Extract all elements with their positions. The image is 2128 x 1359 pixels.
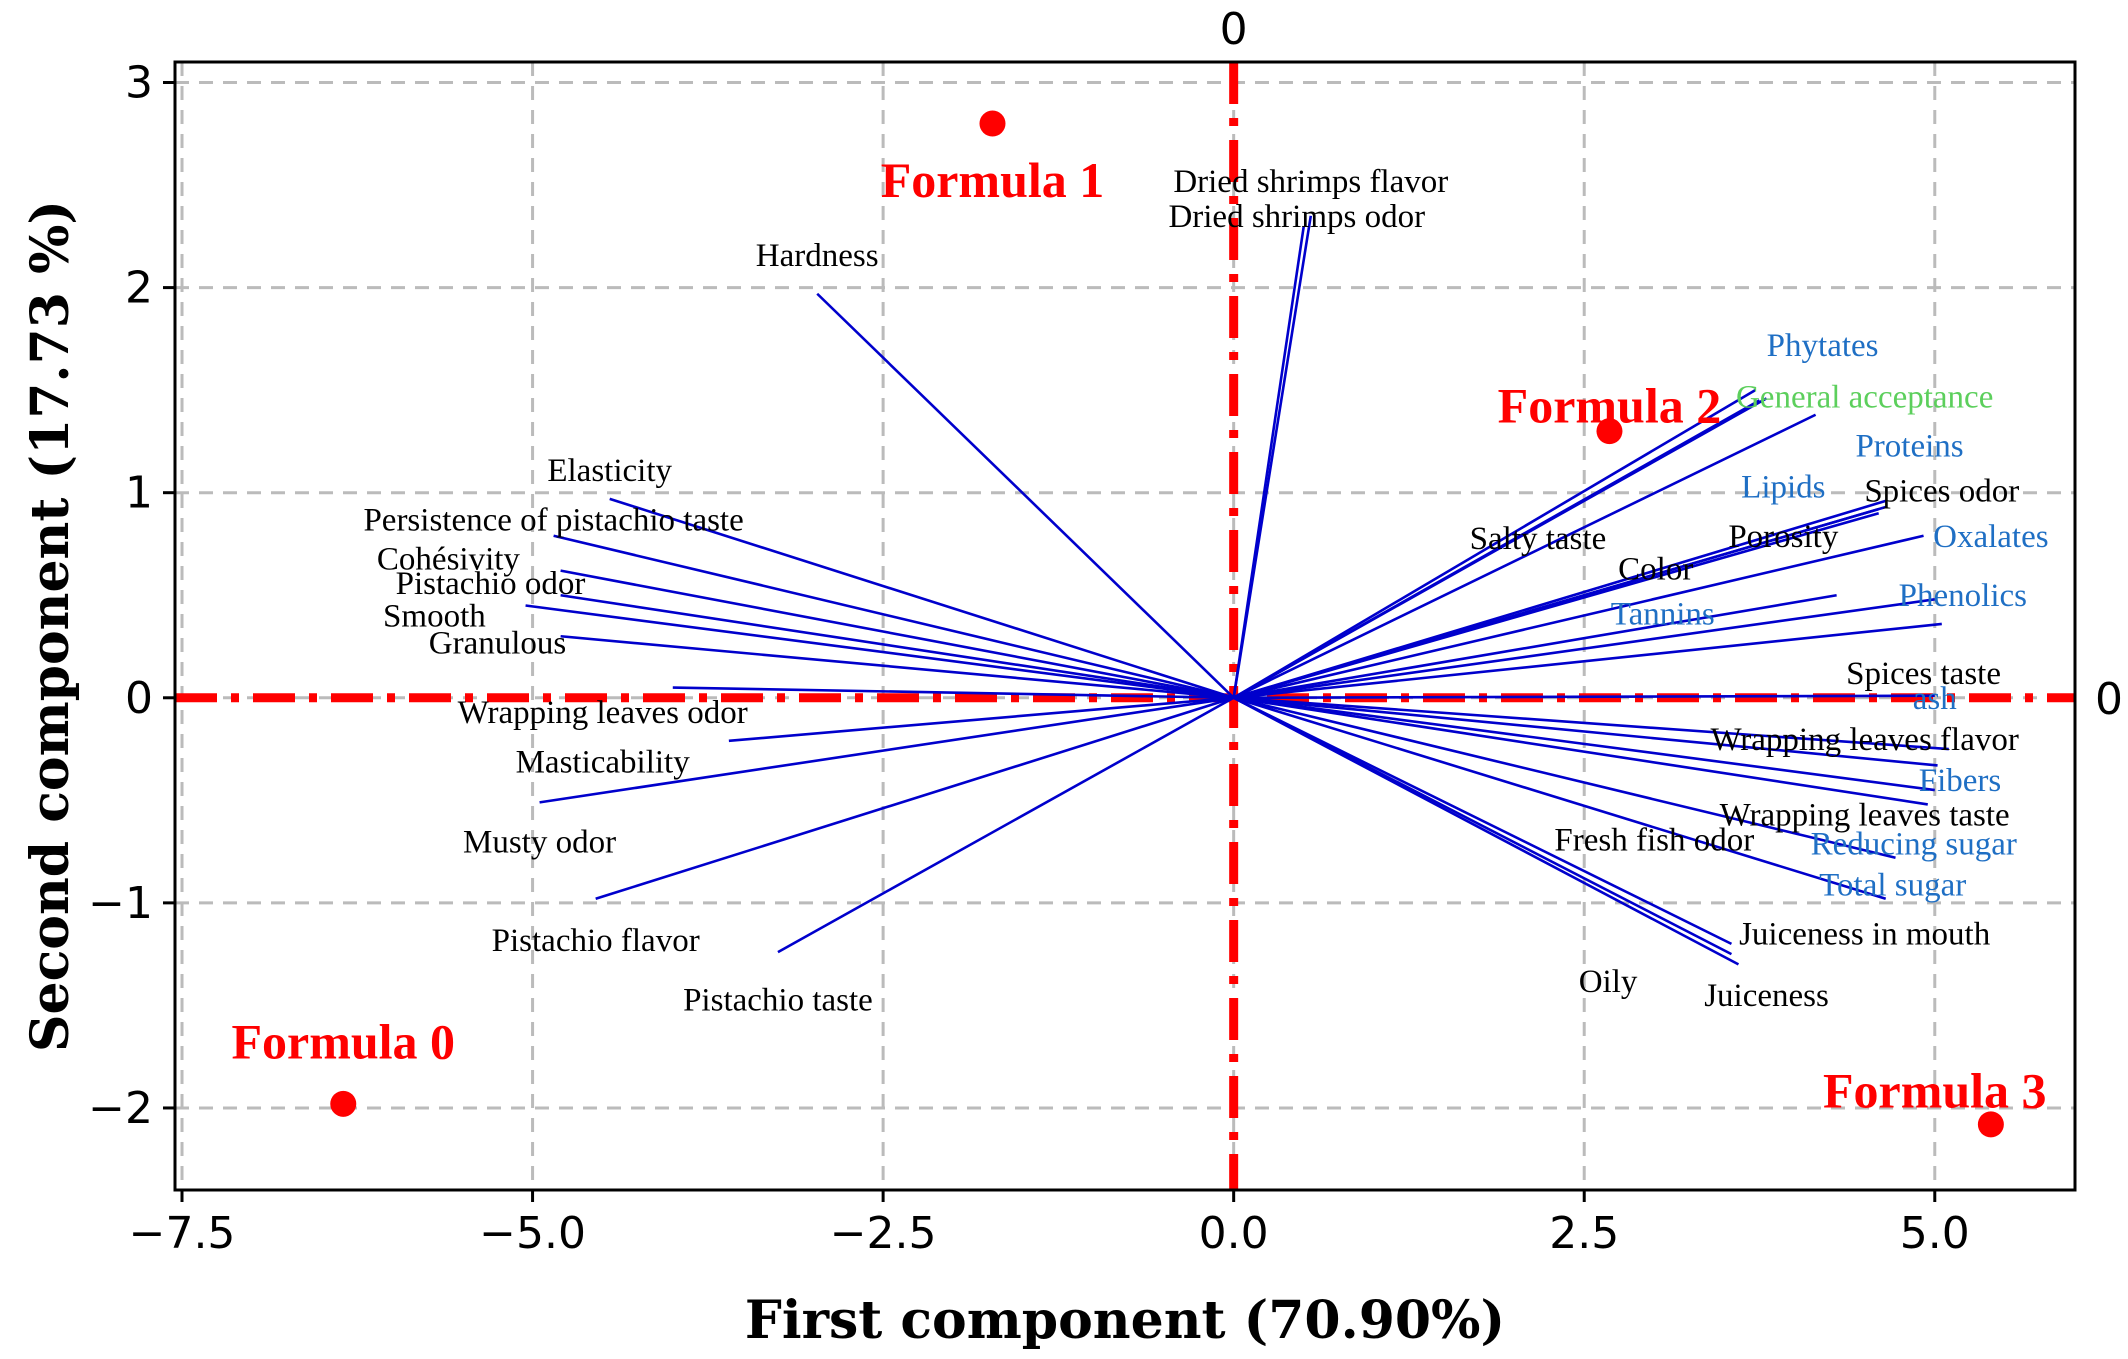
- x-tick-label: 2.5: [1549, 1208, 1619, 1259]
- vector-smooth: [525, 604, 1234, 700]
- variable-label-wrapping-leaves-odor: Wrapping leaves odor: [458, 695, 748, 731]
- vector-elasticity: [609, 497, 1235, 700]
- variable-label-smooth: Smooth: [383, 599, 486, 635]
- variable-label-ash: ash: [1913, 681, 1957, 717]
- variable-label-wrapping-leaves-taste: Wrapping leaves taste: [1720, 798, 2010, 834]
- variable-label-porosity: Porosity: [1728, 519, 1839, 555]
- y-tick-label: 0: [125, 673, 153, 724]
- variable-label-juiceness: Juiceness: [1704, 978, 1829, 1014]
- variable-label-coh-sivity: Cohésivity: [377, 541, 521, 577]
- observation-label-formula-2: Formula 2: [1498, 378, 1722, 434]
- plot-frame: [173, 60, 2077, 1192]
- variable-label-persistence-of-pistachio-taste: Persistence of pistachio taste: [363, 502, 743, 538]
- variable-label-dried-shrimps-flavor: Dried shrimps flavor: [1173, 164, 1448, 200]
- vector-wrapping-leaves-odor: [672, 686, 1234, 700]
- vector-pistachio-flavor: [595, 696, 1235, 901]
- vector-porosity: [1233, 511, 1880, 700]
- y-tick-label: −2: [88, 1083, 153, 1134]
- variable-label-tannins: Tannins: [1611, 597, 1715, 633]
- vector-phytates: [1233, 389, 1756, 699]
- x-axis-title: First component (70.90%): [745, 1290, 1505, 1351]
- vector-juiceness: [1233, 696, 1740, 966]
- axis-ticks: −7.5 −5.0 −2.5 0.0 2.5 5.0 −2 −1 0 1 2 3: [88, 58, 1970, 1259]
- y-axis-title: Second component (17.73 %): [20, 200, 81, 1052]
- vertical-zero-label: 0: [1220, 4, 1248, 55]
- observations: Formula 0 Formula 1 Formula 2 Formula 3: [231, 110, 2047, 1138]
- variable-label-wrapping-leaves-flavor: Wrapping leaves flavor: [1710, 722, 2018, 758]
- variable-label-lipids: Lipids: [1741, 470, 1825, 506]
- vector-wrapping-leaves-flavor: [1233, 696, 1949, 751]
- variable-label-general-acceptance: General acceptance: [1736, 379, 1993, 415]
- x-tick-label: 0.0: [1199, 1208, 1269, 1259]
- vector-tannins: [1233, 593, 1837, 700]
- observation-point-formula-3: [1977, 1111, 2004, 1138]
- observation-label-formula-3: Formula 3: [1823, 1063, 2047, 1119]
- vector-fibers: [1233, 696, 1938, 767]
- vector-reducing-sugar: [1233, 696, 1928, 806]
- variable-label-hardness: Hardness: [756, 238, 879, 274]
- vector-phenolics: [1233, 598, 1935, 700]
- observation-point-formula-2: [1596, 418, 1623, 445]
- variable-label-oxalates: Oxalates: [1933, 519, 2048, 555]
- vector-persistence-of-pistachio-taste: [553, 534, 1234, 700]
- observation-label-formula-0: Formula 0: [231, 1013, 455, 1069]
- variable-label-phenolics: Phenolics: [1899, 578, 2027, 614]
- x-tick-label: −2.5: [830, 1208, 937, 1259]
- vector-spices-taste: [1233, 622, 1942, 700]
- vector-masticability: [728, 696, 1234, 743]
- vector-pistachio-odor: [560, 593, 1234, 700]
- reference-lines: 00: [175, 4, 2123, 1190]
- vector-fresh-fish-odor: [1233, 696, 1733, 946]
- variable-label-color: Color: [1618, 552, 1693, 588]
- vector-musty-odor: [539, 696, 1234, 804]
- vector-hardness: [816, 292, 1235, 699]
- horizontal-zero-label: 0: [2095, 674, 2123, 725]
- variable-label-proteins: Proteins: [1855, 429, 1963, 465]
- observation-point-formula-0: [330, 1090, 357, 1117]
- variable-label-phytates: Phytates: [1767, 328, 1879, 364]
- variable-label-salty-taste: Salty taste: [1470, 521, 1607, 557]
- variable-label-musty-odor: Musty odor: [463, 824, 616, 860]
- variable-label-spices-odor: Spices odor: [1864, 474, 2019, 510]
- variable-label-reducing-sugar: Reducing sugar: [1811, 826, 2017, 862]
- y-tick-label: 1: [125, 468, 153, 519]
- variable-label-elasticity: Elasticity: [547, 453, 672, 489]
- variable-label-granulous: Granulous: [429, 625, 566, 661]
- variable-label-dried-shrimps-odor: Dried shrimps odor: [1168, 199, 1425, 235]
- vector-dried-shrimps-odor: [1232, 225, 1306, 698]
- variable-label-pistachio-flavor: Pistachio flavor: [492, 923, 700, 959]
- y-tick-label: 2: [125, 263, 153, 314]
- vector-granulous: [560, 634, 1234, 700]
- variable-label-oily: Oily: [1579, 964, 1638, 1000]
- variable-label-pistachio-taste: Pistachio taste: [683, 982, 873, 1018]
- vector-ash: [1233, 694, 1935, 700]
- variable-label-juiceness-in-mouth: Juiceness in mouth: [1739, 917, 1991, 953]
- observation-point-formula-1: [979, 110, 1006, 137]
- variable-label-fresh-fish-odor: Fresh fish odor: [1554, 822, 1754, 858]
- vector-pistachio-taste: [777, 696, 1235, 954]
- vector-general-acceptance: [1233, 413, 1817, 699]
- vector-oxalates: [1233, 534, 1924, 700]
- x-tick-label: 5.0: [1900, 1208, 1970, 1259]
- variable-label-fibers: Fibers: [1919, 763, 2002, 799]
- vector-wrapping-leaves-taste: [1233, 696, 1935, 792]
- variable-vectors: [525, 215, 1949, 966]
- y-tick-label: 3: [125, 58, 153, 109]
- x-tick-label: −7.5: [129, 1208, 236, 1259]
- variable-label-spices-taste: Spices taste: [1846, 656, 2001, 692]
- variable-label-total-sugar: Total sugar: [1819, 867, 1966, 903]
- variable-label-masticability: Masticability: [516, 744, 691, 780]
- vector-coh-sivity: [560, 569, 1234, 700]
- x-tick-label: −5.0: [479, 1208, 586, 1259]
- observation-label-formula-1: Formula 1: [881, 152, 1105, 208]
- vector-color: [1233, 397, 1768, 699]
- y-tick-label: −1: [88, 878, 153, 929]
- vector-juiceness-in-mouth: [1233, 696, 1887, 901]
- vector-total-sugar: [1233, 696, 1896, 860]
- variable-label-pistachio-odor: Pistachio odor: [396, 566, 586, 602]
